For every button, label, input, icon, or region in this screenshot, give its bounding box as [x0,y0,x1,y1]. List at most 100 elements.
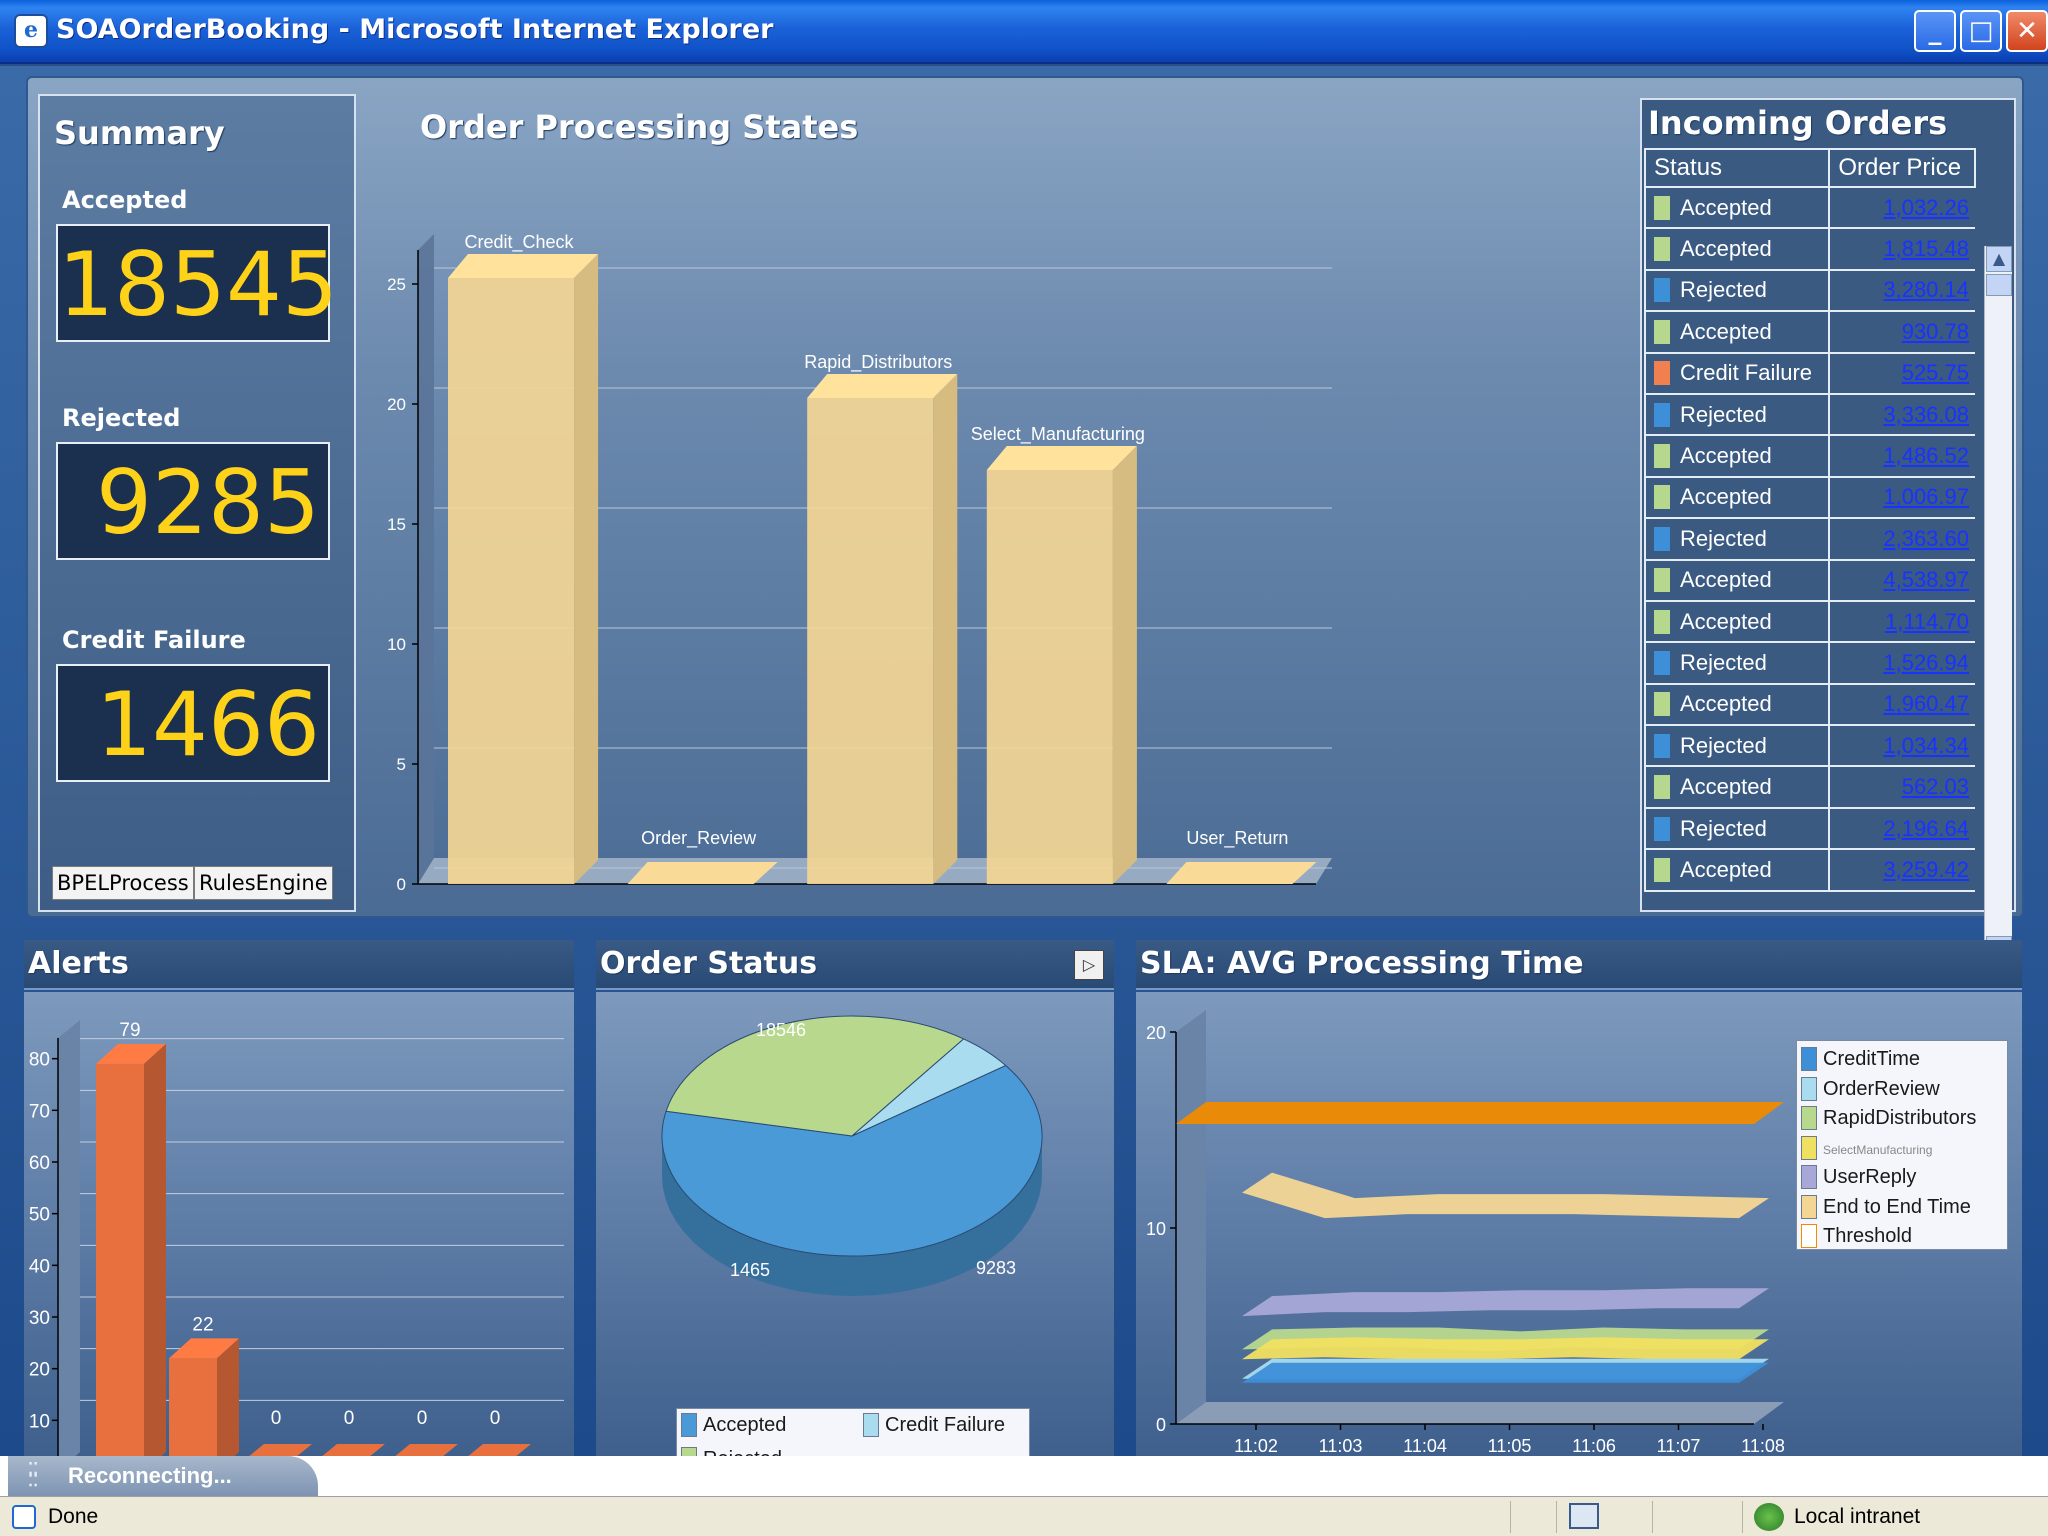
alert-value-label: 0 [271,1408,282,1429]
table-row[interactable]: Accepted 1,815.48 [1643,227,1975,271]
alert-value-label: 22 [192,1314,213,1335]
expand-icon[interactable]: ▷ [1074,950,1104,980]
y-tick-label: 20 [387,395,406,414]
status-swatch [1654,361,1670,386]
order-price-link[interactable]: 562.03 [1901,774,1969,800]
order-price-link[interactable]: 1,815.48 [1883,236,1969,262]
sla-legend-item: End to End Time [1801,1194,1971,1219]
status-text: Rejected [1680,401,1767,427]
legend-label: End to End Time [1823,1195,1971,1218]
table-row[interactable]: Rejected 1,526.94 [1643,641,1975,685]
table-row[interactable]: Credit Failure 525.75 [1643,351,1975,395]
table-row[interactable]: Rejected 1,034.34 [1643,724,1975,768]
bar-category-label: User_Return [1186,828,1288,849]
intranet-zone-icon [1754,1503,1784,1531]
order-price-link[interactable]: 930.78 [1901,318,1969,344]
status-swatch [1654,816,1670,841]
table-row[interactable]: Rejected 2,363.60 [1643,517,1975,561]
credit-failure-count: 1466 [56,664,330,782]
table-row[interactable]: Accepted 1,960.47 [1643,682,1975,727]
y-tick-label: 70 [29,1101,50,1122]
status-swatch [1654,526,1670,551]
legend-label: Accepted [703,1414,787,1436]
status-cell: Accepted [1643,475,1830,520]
status-swatch [1654,444,1670,469]
table-row[interactable]: Accepted 1,032.26 [1643,185,1975,230]
maximize-button[interactable]: □ [1960,10,2002,52]
sla-series-ribbon [1242,1288,1769,1317]
sla-header: SLA: AVG Processing Time [1136,940,2022,990]
order-price-link[interactable]: 2,196.64 [1883,815,1969,841]
bar-side [933,374,958,884]
x-tick-label: 11:08 [1741,1436,1785,1456]
page-icon [1569,1503,1599,1529]
table-row[interactable]: Rejected 3,280.14 [1643,268,1975,313]
alerts-panel: Alerts 10 20 30 40 50 60 70 80 79 22 0 0 0 0 [24,940,574,1456]
ie-icon: e [14,14,48,48]
table-row[interactable]: Rejected 3,336.08 [1643,392,1975,437]
table-row[interactable]: Accepted 930.78 [1643,310,1975,354]
status-text: Accepted [1680,856,1772,882]
price-cell: 525.75 [1828,351,1975,395]
status-swatch [1654,775,1670,800]
table-row[interactable]: Accepted 1,114.70 [1643,599,1975,644]
table-row[interactable]: Accepted 4,538.97 [1643,558,1975,602]
status-text: Accepted [1680,484,1772,510]
legend-swatch [1801,1165,1817,1189]
pie-value-label: 9283 [976,1258,1016,1278]
rejected-swatch [681,1447,697,1456]
order-price-link[interactable]: 1,526.94 [1883,649,1969,675]
status-text: Accepted [1680,774,1772,800]
order-price-link[interactable]: 525.75 [1901,360,1969,386]
sla-series-ribbon [1176,1102,1784,1124]
bar-flat [627,862,778,884]
order-price-link[interactable]: 3,280.14 [1883,277,1969,303]
scroll-up-icon[interactable]: ▲ [1986,246,2012,272]
table-row[interactable]: Accepted 1,006.97 [1643,475,1975,520]
table-row[interactable]: Rejected 2,196.64 [1643,806,1975,851]
close-button[interactable]: ✕ [2006,10,2048,52]
order-price-link[interactable]: 1,034.34 [1883,732,1969,758]
alert-value-label: 0 [417,1408,428,1429]
order-status-pie-chart: 18546 9283 1465 [661,1015,1043,1296]
alert-bar-top [169,1338,239,1359]
price-cell: 1,032.26 [1828,185,1975,230]
credit-failure-swatch [863,1413,879,1437]
table-row[interactable]: Accepted 562.03 [1643,765,1975,809]
table-row[interactable]: Accepted 1,486.52 [1643,434,1975,478]
price-cell: 2,196.64 [1828,806,1975,851]
bpel-process-button[interactable]: BPELProcess [52,866,194,900]
order-price-link[interactable]: 4,538.97 [1883,567,1969,593]
price-column-header[interactable]: Order Price [1828,148,1976,188]
scroll-thumb[interactable] [1986,274,2012,296]
price-cell: 1,034.34 [1828,724,1975,768]
status-cell [1556,1501,1652,1533]
minimize-button[interactable]: _ [1914,10,1956,52]
y-tick-label: 15 [387,515,406,534]
x-tick-label: 11:07 [1657,1436,1701,1456]
table-row[interactable]: Accepted 3,259.42 [1643,848,1975,892]
bar-category-label: Select_Manufacturing [971,424,1145,445]
y-tick-label: 30 [29,1308,50,1329]
status-column-header[interactable]: Status [1643,148,1831,188]
incoming-orders-title: Incoming Orders [1648,104,1948,142]
status-text: Rejected [1680,815,1767,841]
rules-engine-button[interactable]: RulesEngine [194,866,333,900]
order-price-link[interactable]: 2,363.60 [1883,525,1969,551]
order-price-link[interactable]: 1,114.70 [1884,608,1969,634]
y-tick-label: 60 [29,1153,50,1174]
y-tick-label: 20 [29,1360,50,1381]
status-cell: Accepted [1643,682,1830,727]
orders-scrollbar[interactable]: ▲ ▼ [1984,246,2012,962]
legend-label: Threshold [1823,1225,1912,1247]
order-price-link[interactable]: 1,960.47 [1883,691,1969,717]
price-cell: 4,538.97 [1828,558,1975,602]
sla-panel: SLA: AVG Processing Time 0 10 20 11:02 11:03… [1136,940,2022,1456]
status-swatch [1654,568,1670,593]
order-price-link[interactable]: 1,032.26 [1883,194,1969,220]
order-price-link[interactable]: 1,006.97 [1883,484,1969,510]
order-price-link[interactable]: 3,259.42 [1883,856,1969,882]
order-price-link[interactable]: 3,336.08 [1883,401,1969,427]
alert-bar-flat [395,1444,458,1456]
order-price-link[interactable]: 1,486.52 [1883,443,1969,469]
